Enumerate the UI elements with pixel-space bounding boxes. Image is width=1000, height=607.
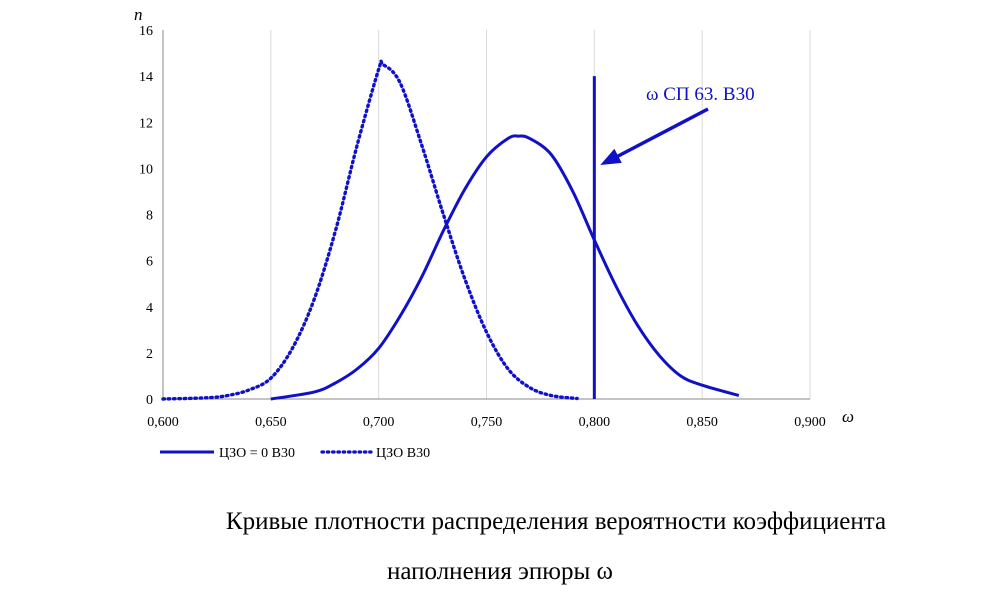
legend-label-solid: ЦЗО = 0 В30 [219,446,295,461]
figure-caption-line-1: Кривые плотности распределения вероятнос… [225,508,887,535]
y-tick-label: 10 [139,162,153,177]
series-layer [161,59,740,401]
tick-labels: 0,600 0,650 0,700 0,750 0,800 0,850 0,900 0 2 4 6 8… [139,24,826,430]
x-tick-label: 0,600 [147,415,179,430]
y-tick-label: 12 [139,116,153,131]
y-axis-label: n [134,5,143,24]
x-axis-label: ω [842,407,854,426]
x-tick-label: 0,650 [255,415,287,430]
y-tick-label: 6 [146,255,153,270]
annotation-label: ω СП 63. В30 [646,84,755,105]
series-solid-curve [270,134,740,401]
series-dotted-curve [161,59,579,401]
reference-line-layer [592,76,709,399]
figure-caption-line-2: наполнения эпюры ω [387,558,613,585]
y-tick-label: 4 [146,301,153,316]
legend: ЦЗО = 0 В30 ЦЗО В30 [160,446,430,461]
x-tick-label: 0,850 [686,415,718,430]
y-tick-label: 8 [146,209,153,224]
chart: 0,600 0,650 0,700 0,750 0,800 0,850 0,900 0 2 4 6 8… [134,5,854,461]
x-tick-label: 0,700 [363,415,395,430]
y-tick-label: 0 [146,393,153,408]
legend-label-dotted: ЦЗО В30 [376,446,430,461]
y-tick-label: 14 [139,70,153,85]
x-tick-label: 0,750 [471,415,503,430]
annotation-arrow-head [600,148,622,165]
y-tick-label: 2 [146,347,153,362]
annotation-arrow [613,107,709,160]
y-tick-label: 16 [139,24,153,39]
x-tick-label: 0,900 [794,415,826,430]
x-tick-label: 0,800 [579,415,611,430]
